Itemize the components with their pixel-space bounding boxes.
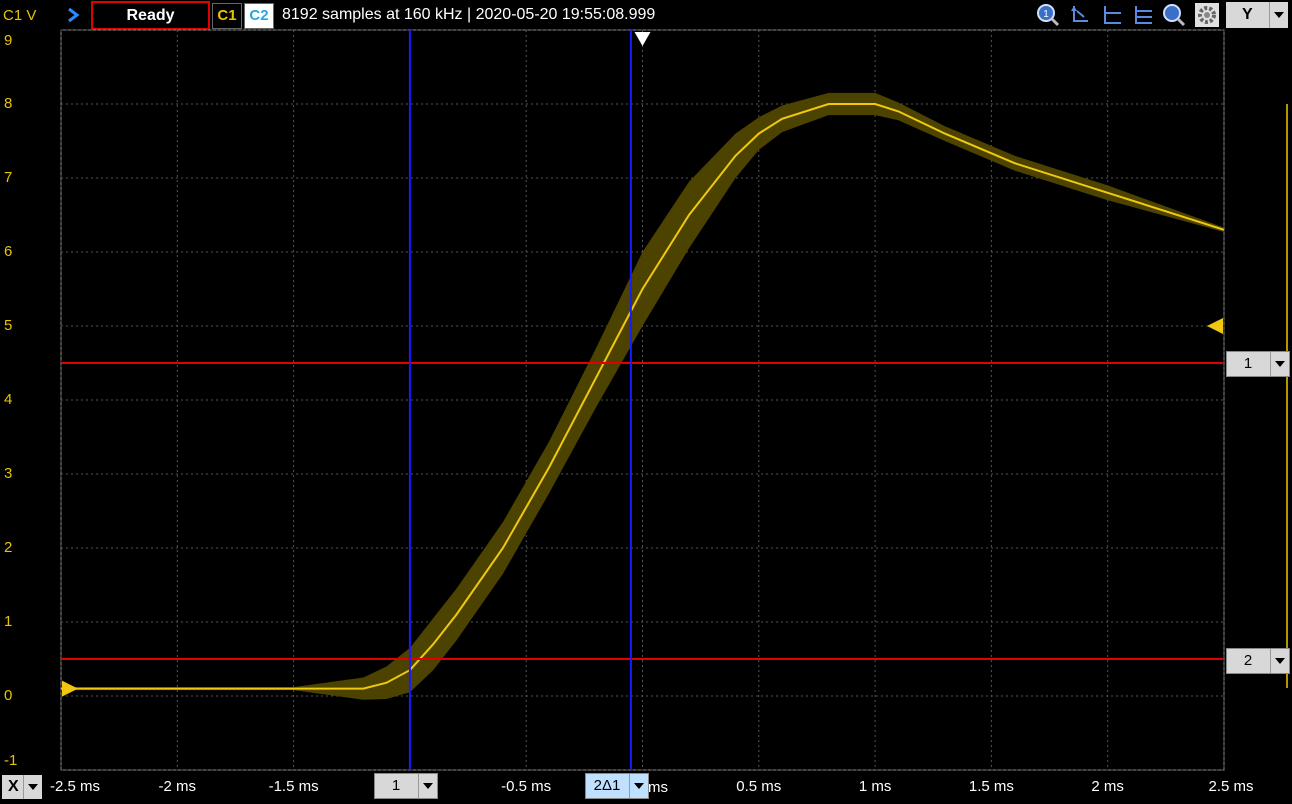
cursor-icon[interactable]	[1068, 3, 1092, 27]
x-tick-label: 2.5 ms	[1208, 778, 1254, 795]
x-tick-label-hidden: ms	[648, 779, 668, 796]
x-tick-label: -0.5 ms	[501, 778, 552, 795]
x-tick-label: -2.5 ms	[49, 778, 100, 795]
y-tick-label: 3	[4, 465, 13, 482]
chevron-down-icon	[629, 774, 648, 798]
y-tick-label: 0	[4, 687, 13, 704]
trigger-level-marker[interactable]	[1207, 318, 1223, 334]
horizontal-cursors-icon[interactable]	[1131, 3, 1155, 27]
x-axis-dropdown-label: X	[8, 778, 19, 795]
y-tick-label: 2	[4, 539, 13, 556]
chevron-down-icon	[1270, 352, 1289, 376]
h-cursor-1-label: 1	[1243, 355, 1253, 372]
y-tick-label: 4	[4, 391, 13, 408]
y-tick-label: 7	[4, 169, 13, 186]
x-tick-label: 1.5 ms	[968, 778, 1014, 795]
y-axis-dropdown[interactable]: Y	[1226, 2, 1288, 28]
y-tick-label: 9	[4, 32, 13, 49]
v-cursor-2-box[interactable]: 2Δ1	[585, 773, 649, 799]
chevron-down-icon	[418, 774, 437, 798]
trigger-time-marker[interactable]	[634, 32, 651, 46]
y-tick-label: 8	[4, 95, 13, 112]
settings-icon[interactable]	[1195, 3, 1219, 27]
h-cursor-2-label: 2	[1243, 652, 1253, 669]
v-cursor-1-box[interactable]: 1	[374, 773, 438, 799]
trace-line-c1	[61, 103, 1225, 690]
acquisition-info: 8192 samples at 160 kHz | 2020-05-20 19:…	[282, 6, 656, 23]
markers	[62, 32, 1288, 697]
top-toolbar: C1 V Ready C1 C2 8192 samples at 160 kHz…	[0, 0, 1292, 30]
chevron-down-icon	[1270, 649, 1289, 673]
channel-1-button[interactable]: C1	[212, 3, 242, 29]
zoom-reset-icon[interactable]: 1	[1036, 3, 1060, 27]
v-cursor-1-label: 1	[391, 777, 401, 794]
v-cursor-2-label: 2Δ1	[593, 777, 621, 794]
chevron-down-icon	[1269, 2, 1288, 28]
y-tick-label: 1	[4, 613, 13, 630]
grid	[60, 29, 1225, 771]
x-tick-label: -2 ms	[158, 778, 197, 795]
chevron-down-icon	[23, 775, 42, 799]
zoom-icon[interactable]	[1162, 3, 1186, 27]
x-tick-label: 0.5 ms	[736, 778, 782, 795]
channel-2-button[interactable]: C2	[244, 3, 274, 29]
y-tick-label: 6	[4, 243, 13, 260]
y-tick-label: 5	[4, 317, 13, 334]
cursors	[61, 30, 1224, 770]
status-button[interactable]: Ready	[91, 1, 210, 30]
channel-offset-marker[interactable]	[62, 680, 78, 697]
h-cursor-1-box[interactable]: 1	[1226, 351, 1290, 377]
x-tick-label: -1.5 ms	[268, 778, 319, 795]
y-tick-label: -1	[4, 752, 18, 769]
channel-unit-label: C1 V	[3, 7, 37, 24]
h-cursor-2-box[interactable]: 2	[1226, 648, 1290, 674]
x-axis-dropdown[interactable]: X	[2, 775, 42, 799]
x-tick-label: 2 ms	[1091, 778, 1124, 795]
x-tick-label: 1 ms	[858, 778, 892, 795]
horizontal-cursor-icon[interactable]	[1100, 3, 1124, 27]
svg-text:1: 1	[1043, 9, 1049, 20]
run-arrow-icon[interactable]	[66, 7, 80, 23]
y-axis-dropdown-label: Y	[1242, 6, 1253, 23]
